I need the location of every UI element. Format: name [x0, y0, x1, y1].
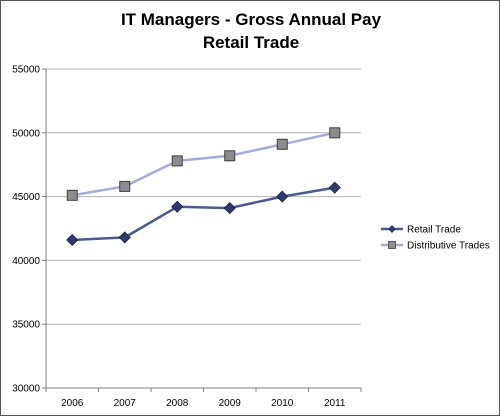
- x-tick-label-2011: 2011: [324, 398, 346, 409]
- point-retail-trade-2009: [223, 202, 236, 215]
- point-retail-trade-2008: [171, 200, 184, 213]
- legend-marker-retail-trade: [388, 225, 396, 233]
- point-distributive-trades-2007: [119, 180, 131, 192]
- point-distributive-trades-2011: [329, 127, 341, 139]
- point-retail-trade-2007: [118, 231, 131, 244]
- point-retail-trade-2010: [276, 190, 289, 203]
- point-distributive-trades-2009: [224, 150, 236, 162]
- point-retail-trade-2011: [328, 181, 341, 194]
- x-tick-label-2009: 2009: [219, 398, 242, 409]
- y-tick-label-40000: 40000: [12, 256, 40, 267]
- x-tick-label-2010: 2010: [271, 398, 294, 409]
- y-tick-label-50000: 50000: [12, 128, 40, 139]
- series-lines: [66, 127, 341, 247]
- x-tick-label-2007: 2007: [114, 398, 137, 409]
- legend: Retail Trade Distributive Trades: [381, 225, 490, 252]
- chart-title-line-1: IT Managers - Gross Annual Pay: [121, 10, 382, 29]
- x-tick-label-2006: 2006: [61, 398, 84, 409]
- legend-marker-distributive-trades: [388, 241, 396, 249]
- y-tick-label-35000: 35000: [12, 320, 40, 331]
- point-distributive-trades-2006: [66, 189, 78, 201]
- legend-label-distributive-trades: Distributive Trades: [407, 241, 490, 252]
- gridlines: [46, 68, 361, 325]
- x-tick-label-2008: 2008: [166, 398, 189, 409]
- point-distributive-trades-2008: [171, 155, 183, 167]
- point-retail-trade-2006: [66, 233, 79, 247]
- series-line-distributive-trades: [72, 131, 336, 197]
- legend-label-retail-trade: Retail Trade: [407, 225, 461, 236]
- y-axis-tick-labels: 30000 35000 40000 45000 50000 55000: [12, 65, 40, 395]
- y-tick-label-55000: 55000: [12, 65, 40, 76]
- point-distributive-trades-2010: [276, 138, 288, 150]
- x-axis-tick-labels: 2006 2007 2008 2009 2010 2011: [61, 398, 346, 409]
- y-tick-label-45000: 45000: [12, 192, 40, 203]
- y-tick-label-30000: 30000: [12, 384, 40, 395]
- series-line-retail-trade: [72, 186, 335, 242]
- chart-title-line-2: Retail Trade: [203, 33, 299, 52]
- axes: [42, 68, 362, 392]
